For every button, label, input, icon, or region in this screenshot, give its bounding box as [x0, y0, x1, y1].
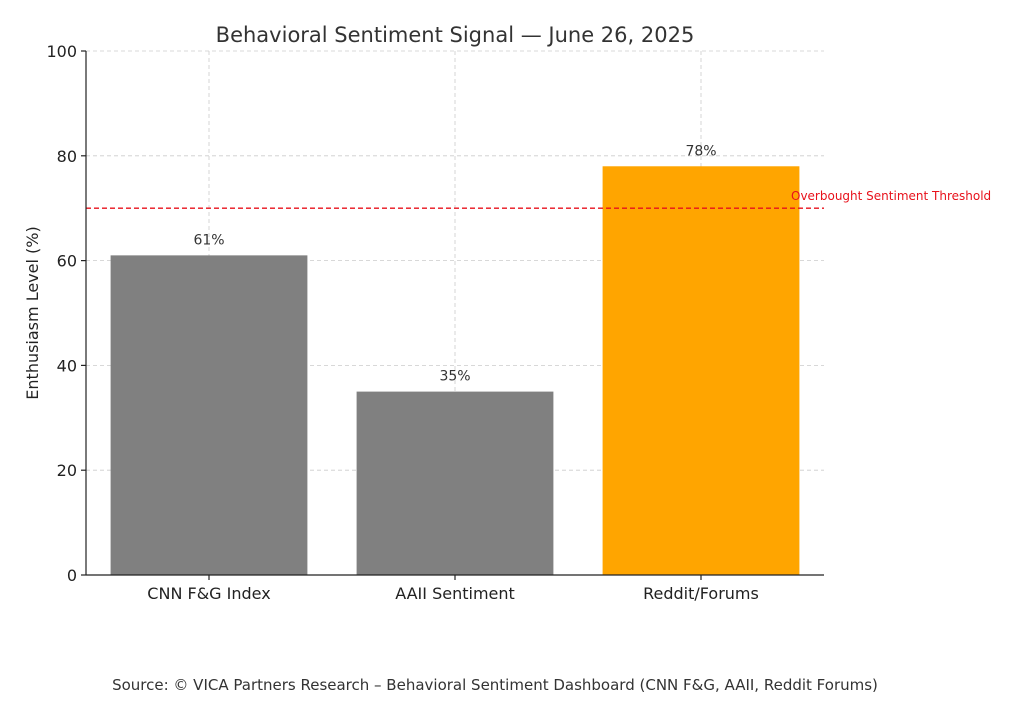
y-tick-label: 60	[57, 252, 77, 271]
y-tick-label: 100	[46, 42, 77, 61]
x-tick-label: AAII Sentiment	[395, 584, 515, 603]
bars: 61% 35% 78%	[110, 143, 800, 576]
y-tick-label: 0	[67, 566, 77, 585]
data-label: 35%	[439, 369, 470, 385]
bar	[356, 391, 554, 575]
y-tick-label: 40	[57, 356, 77, 375]
bar	[110, 255, 308, 576]
data-label: 78%	[685, 143, 716, 159]
y-tick-label: 80	[57, 147, 77, 166]
threshold: Overbought Sentiment Threshold	[86, 189, 991, 209]
y-tick-label: 20	[57, 461, 77, 480]
y-axis-label: Enthusiasm Level (%)	[23, 226, 42, 399]
chart-title: Behavioral Sentiment Signal — June 26, 2…	[216, 23, 695, 47]
data-label: 61%	[193, 232, 224, 248]
x-tick-label: CNN F&G Index	[147, 584, 270, 603]
axes: 0 20 40 60 80 100 CNN F&G Index AAII Sentiment R…	[46, 42, 824, 603]
threshold-label: Overbought Sentiment Threshold	[791, 189, 991, 203]
bar	[602, 166, 800, 575]
source-note: Source: © VICA Partners Research – Behav…	[112, 676, 878, 694]
x-tick-label: Reddit/Forums	[643, 584, 759, 603]
